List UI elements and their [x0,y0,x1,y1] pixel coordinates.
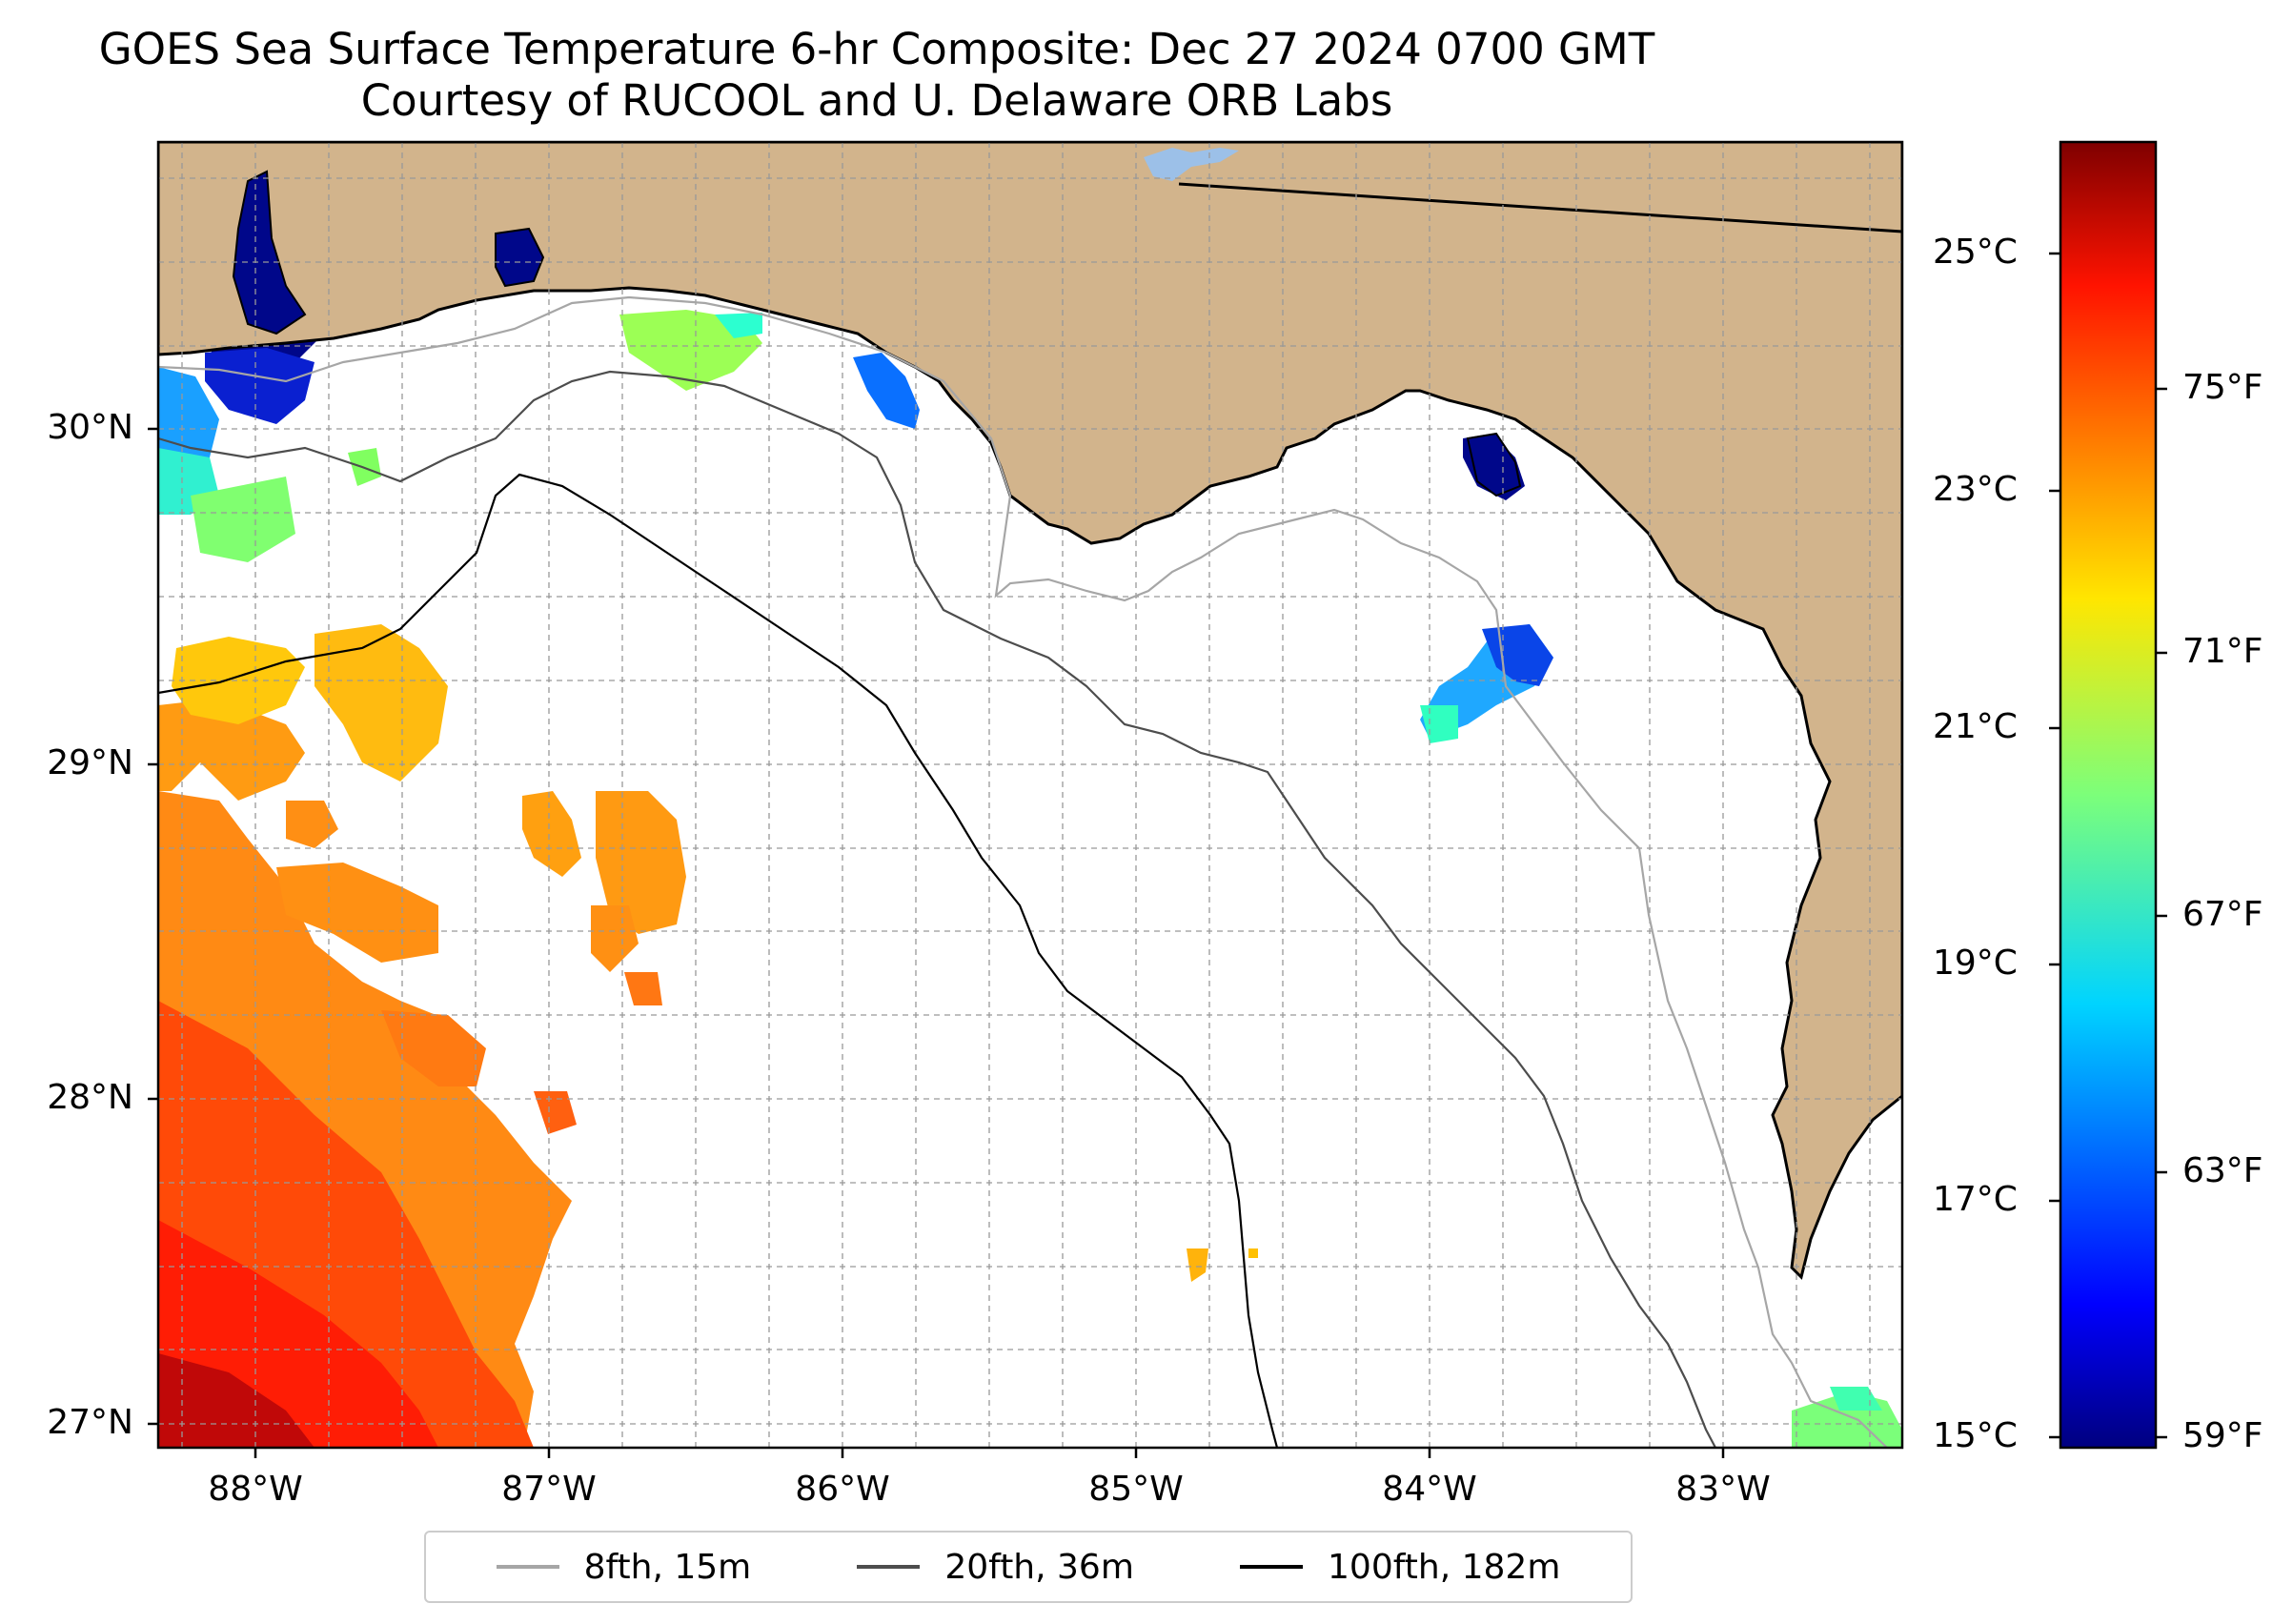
map-subtitle: Courtesy of RUCOOL and U. Delaware ORB L… [360,75,1393,126]
cb-f-71: 71°F [2182,632,2263,671]
sst-warm-region [158,700,305,801]
legend-item-8fth: 8fth, 15m [496,1547,752,1587]
map-area [158,142,1902,1448]
cb-f-67: 67°F [2182,895,2263,934]
colorbar-ticks [2049,252,2167,1439]
lat-label-30: 30°N [47,408,133,447]
cb-c-15: 15°C [1933,1416,2018,1455]
legend-line-8fth [496,1565,559,1569]
lon-label-84: 84°W [1382,1470,1477,1509]
isobath-20fth [158,370,1716,1448]
legend-label-20fth: 20fth, 36m [944,1547,1134,1587]
isobath-8fth [158,295,1888,1448]
sst-data [158,167,1902,1448]
cb-f-75: 75°F [2182,368,2263,407]
cb-c-23: 23°C [1933,470,2018,509]
legend-item-100fth: 100fth, 182m [1240,1548,1560,1587]
map-title: GOES Sea Surface Temperature 6-hr Compos… [98,24,1655,74]
land [158,142,1902,1280]
lat-label-27: 27°N [47,1403,133,1442]
isobath-legend: 8fth, 15m 20fth, 36m 100fth, 182m [424,1531,1633,1603]
map-frame [156,140,1904,1450]
gridlines [158,142,1902,1448]
lon-label-86: 86°W [795,1470,890,1509]
lat-label-28: 28°N [47,1078,133,1117]
legend-label-8fth: 8fth, 15m [583,1547,752,1587]
lon-label-85: 85°W [1088,1470,1184,1509]
cb-c-17: 17°C [1933,1180,2018,1219]
cb-c-19: 19°C [1933,944,2018,983]
cb-c-25: 25°C [1933,233,2018,272]
lon-label-83: 83°W [1675,1470,1771,1509]
axis-ticks [148,427,1725,1458]
cb-c-21: 21°C [1933,707,2018,746]
legend-line-100fth [1240,1565,1304,1569]
legend-line-20fth [857,1565,921,1569]
state-border [1178,182,1902,233]
isobath-100fth [158,473,1279,1448]
cb-f-63: 63°F [2182,1151,2263,1190]
legend-item-20fth: 20fth, 36m [857,1548,1134,1587]
legend-label-100fth: 100fth, 182m [1328,1547,1561,1587]
cb-f-59: 59°F [2182,1416,2263,1455]
lat-label-29: 29°N [47,743,133,782]
lon-label-88: 88°W [208,1470,303,1509]
lon-label-87: 87°W [501,1470,597,1509]
colorbar [2059,140,2158,1450]
